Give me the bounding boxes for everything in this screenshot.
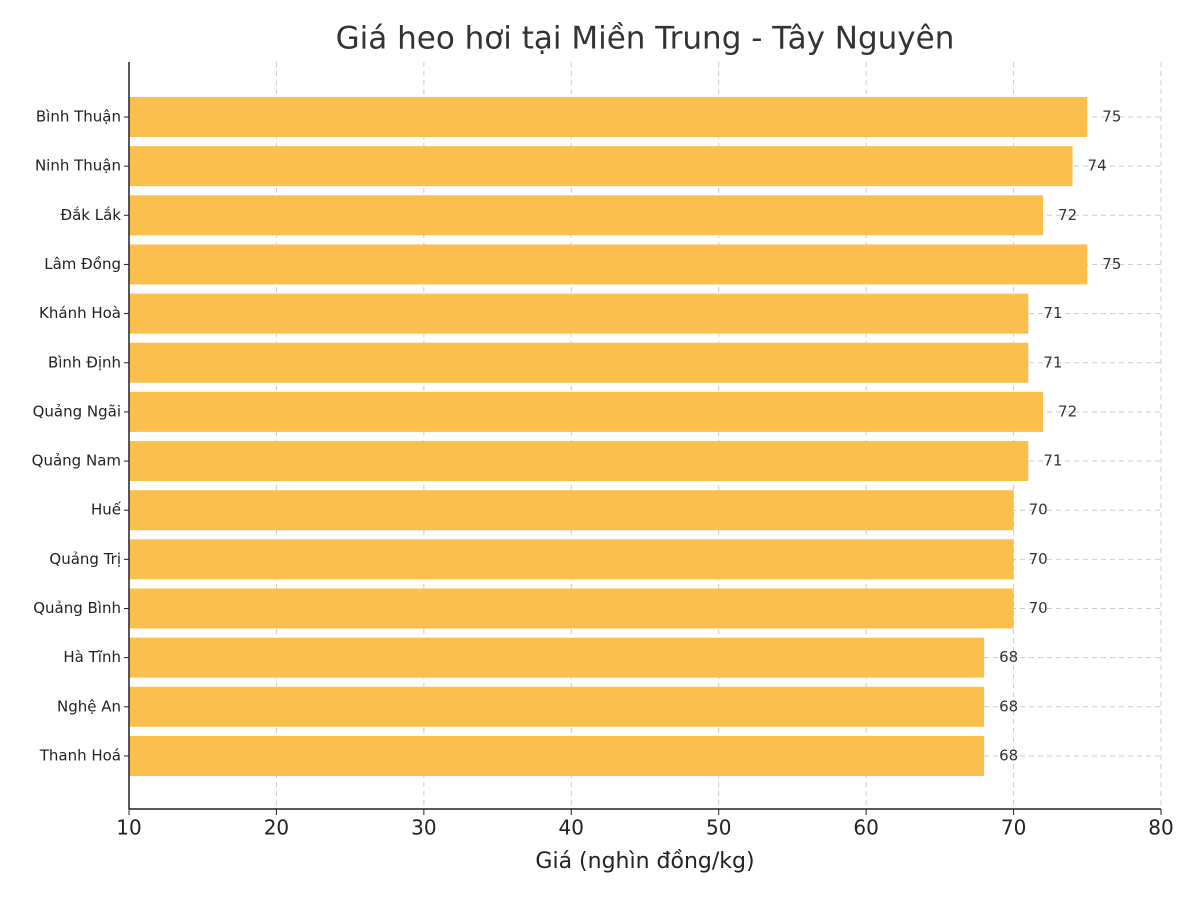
bar [129,146,1073,187]
x-axis-label: Giá (nghìn đồng/kg) [535,849,754,874]
value-label: 71 [1043,452,1062,470]
x-tick-label: 30 [411,816,436,840]
y-tick-label: Hà Tĩnh [63,648,121,666]
x-tick-label: 50 [706,816,731,840]
value-label: 75 [1102,108,1121,126]
y-tick-label: Quảng Bình [33,599,121,617]
bar [129,391,1044,432]
bar [129,539,1014,580]
value-label: 68 [999,648,1018,666]
value-label: 70 [1029,501,1048,519]
y-tick-label: Đắk Lắk [60,206,121,224]
y-tick-label: Quảng Ngãi [33,402,121,420]
bar [129,490,1014,531]
x-tick-label: 70 [1001,816,1026,840]
bar [129,244,1088,285]
bar [129,441,1029,482]
bar [129,686,985,727]
value-label: 75 [1102,255,1121,273]
chart-title: Giá heo hơi tại Miền Trung - Tây Nguyên [336,21,955,57]
x-tick-label: 40 [559,816,584,840]
y-tick-label: Thanh Hoá [39,746,121,764]
y-tick-label: Huế [91,501,122,519]
y-tick-label: Quảng Nam [32,452,121,470]
y-tick-label: Nghệ An [57,697,121,715]
bar [129,588,1014,629]
value-label: 70 [1029,599,1048,617]
x-tick-label: 80 [1148,816,1173,840]
value-label: 72 [1058,206,1077,224]
bar [129,637,985,678]
bar [129,293,1029,334]
bar [129,97,1088,137]
x-tick-label: 20 [264,816,289,840]
y-tick-label: Khánh Hoà [39,304,121,322]
bar [129,735,985,776]
y-tick-label: Bình Thuận [36,108,121,126]
y-tick-label: Ninh Thuận [35,157,121,175]
x-tick-label: 10 [116,816,141,840]
value-label: 68 [999,697,1018,715]
bar [129,195,1044,236]
x-tick-label: 60 [853,816,878,840]
bar [129,342,1029,383]
value-label: 74 [1088,157,1107,175]
value-label: 70 [1029,550,1048,568]
y-tick-label: Lâm Đồng [44,255,121,273]
value-label: 71 [1043,304,1062,322]
value-label: 68 [999,746,1018,764]
y-tick-label: Quảng Trị [49,550,121,568]
value-label: 72 [1058,402,1077,420]
y-tick-label: Bình Định [48,353,121,371]
value-label: 71 [1043,353,1062,371]
